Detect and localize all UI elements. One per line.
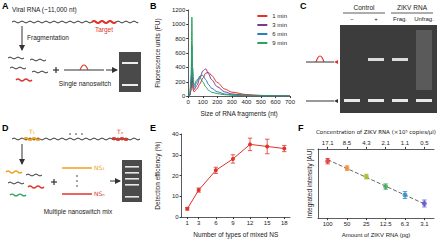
svg-text:3.1: 3.1 (420, 221, 429, 227)
svg-text:C: C (300, 1, 307, 11)
svg-text:Detection efficiency (%): Detection efficiency (%) (154, 141, 162, 209)
svg-text:100: 100 (198, 99, 209, 105)
svg-text:0: 0 (182, 93, 186, 99)
svg-text:0: 0 (175, 214, 179, 220)
svg-text:B: B (150, 1, 157, 11)
svg-text:100: 100 (323, 221, 334, 227)
svg-text:300: 300 (227, 99, 238, 105)
svg-text:Number of types of mixed NS: Number of types of mixed NS (193, 231, 279, 239)
svg-text:NSₙ: NSₙ (94, 190, 105, 197)
svg-text:8.5: 8.5 (343, 140, 352, 146)
svg-text:6: 6 (214, 220, 218, 226)
svg-text:9: 9 (231, 220, 235, 226)
svg-text:18: 18 (281, 220, 288, 226)
svg-text:F: F (298, 123, 304, 133)
svg-text:3: 3 (197, 220, 201, 226)
svg-text:1200: 1200 (172, 7, 186, 13)
svg-text:NS₁: NS₁ (94, 164, 105, 171)
svg-text:200: 200 (175, 79, 186, 85)
svg-text:600: 600 (270, 99, 281, 105)
svg-text:Control: Control (354, 4, 376, 11)
svg-text:Integrated intensity [AU]: Integrated intensity [AU] (306, 149, 314, 219)
svg-text:200: 200 (212, 99, 223, 105)
svg-text:1 min: 1 min (272, 13, 287, 19)
svg-text:3 min: 3 min (272, 22, 287, 28)
svg-text:Single nanoswitch: Single nanoswitch (59, 80, 112, 88)
svg-text:Viral RNA (~11,000 nt): Viral RNA (~11,000 nt) (12, 6, 77, 14)
svg-text:6 min: 6 min (272, 31, 287, 37)
svg-text:400: 400 (241, 99, 252, 105)
svg-text:12: 12 (247, 220, 254, 226)
svg-text:800: 800 (175, 36, 186, 42)
svg-text:12.5: 12.5 (380, 221, 392, 227)
svg-text:4.3: 4.3 (362, 140, 371, 146)
svg-text:9 min: 9 min (272, 40, 287, 46)
svg-text:Fluorescence units (FU): Fluorescence units (FU) (154, 18, 162, 87)
svg-text:D: D (2, 123, 9, 133)
svg-text:600: 600 (175, 50, 186, 56)
svg-text:Tₙ: Tₙ (116, 128, 124, 135)
svg-text:Amount of ZIKV RNA (pg): Amount of ZIKV RNA (pg) (342, 232, 411, 238)
svg-text:+: + (374, 16, 378, 22)
svg-text:Size of RNA fragments (nt): Size of RNA fragments (nt) (200, 110, 277, 118)
svg-text:−: − (350, 16, 354, 22)
svg-text:700: 700 (285, 99, 296, 105)
svg-text:30: 30 (172, 152, 179, 158)
svg-text:400: 400 (175, 64, 186, 70)
svg-text:Frag.: Frag. (393, 16, 407, 22)
svg-text:2.1: 2.1 (381, 140, 390, 146)
svg-text:Fragmentation: Fragmentation (27, 34, 69, 42)
svg-text:Multiple nanoswitch mix: Multiple nanoswitch mix (44, 208, 113, 216)
svg-text:500: 500 (256, 99, 267, 105)
svg-text:T₁: T₁ (28, 128, 36, 135)
svg-text:17.1: 17.1 (322, 140, 334, 146)
svg-text:10: 10 (172, 193, 179, 199)
svg-text:A: A (2, 1, 9, 11)
svg-text:25: 25 (363, 221, 370, 227)
svg-text:1000: 1000 (172, 21, 186, 27)
svg-text:40: 40 (172, 131, 179, 137)
svg-text:50: 50 (344, 221, 351, 227)
svg-text:6.3: 6.3 (401, 221, 410, 227)
svg-text:1.1: 1.1 (401, 140, 410, 146)
svg-text:15: 15 (264, 220, 271, 226)
svg-text:Concentration of ZIKV RNA (×10: Concentration of ZIKV RNA (×10⁵ copies/μ… (316, 129, 436, 136)
svg-text:0.5: 0.5 (420, 140, 429, 146)
svg-text:0: 0 (187, 99, 191, 105)
svg-text:E: E (150, 123, 156, 133)
svg-text:Unfrag.: Unfrag. (414, 16, 434, 22)
svg-text:ZIKV RNA: ZIKV RNA (397, 4, 428, 11)
svg-text:1: 1 (186, 220, 190, 226)
svg-text:Target: Target (95, 26, 113, 34)
svg-text:20: 20 (172, 173, 179, 179)
